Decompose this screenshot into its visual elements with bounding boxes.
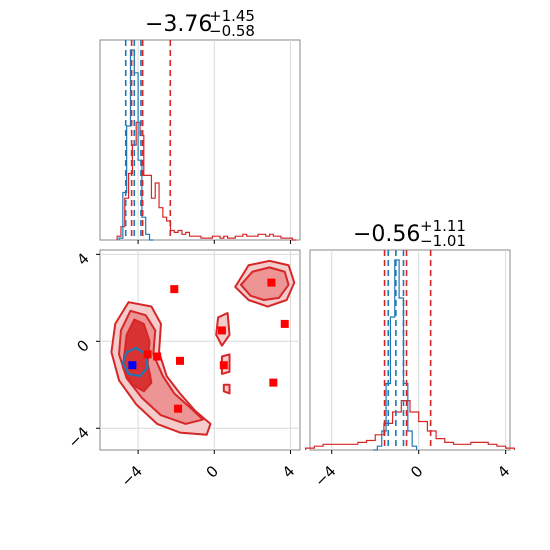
marker-red — [217, 326, 226, 335]
marker-red — [170, 285, 179, 294]
tick-label: 4 — [494, 462, 513, 481]
p2-hist-blue — [373, 259, 418, 451]
marker-red — [267, 278, 276, 287]
hist-red-step — [305, 400, 515, 450]
panel-p2-frame — [309, 249, 511, 451]
p2-quantile-lines — [383, 250, 432, 450]
marker-red — [153, 352, 162, 361]
p2-x-ticks: −4 0 4 — [311, 450, 513, 490]
tick-label: −4 — [64, 423, 92, 451]
joint-contours — [110, 259, 296, 436]
contour-blue — [121, 346, 149, 378]
p2-hist-red — [305, 400, 515, 450]
p1-title-value: −3.76 — [145, 12, 212, 37]
marker-red — [219, 361, 228, 370]
tick-label: 4 — [73, 249, 92, 268]
marker-red — [269, 378, 278, 387]
contour-red — [239, 266, 290, 301]
tick-label: −4 — [311, 462, 339, 490]
p1-title-lower: −0.58 — [209, 22, 255, 40]
tick-label: 0 — [203, 462, 222, 481]
tick-label: −4 — [118, 462, 146, 490]
marker-red — [176, 356, 184, 365]
marker-red — [280, 319, 289, 328]
p2-title-lower: −1.01 — [420, 232, 466, 250]
marker-blue — [128, 361, 137, 370]
tick-label: 0 — [73, 336, 92, 355]
p1-title-upper: +1.45 — [209, 7, 255, 25]
joint-y-ticks: −4 0 4 — [64, 249, 100, 452]
panel-joint: −4 0 4 −4 0 4 — [64, 249, 301, 490]
p2-title-value: −0.56 — [353, 222, 420, 247]
hist-blue-step — [373, 259, 418, 451]
p1-quantile-lines — [124, 40, 172, 240]
p2-title-upper: +1.11 — [420, 217, 466, 235]
marker-red — [174, 404, 183, 413]
tick-label: 4 — [279, 462, 298, 481]
tick-label: 0 — [407, 462, 426, 481]
marker-red — [143, 350, 152, 359]
joint-markers — [128, 278, 289, 413]
contour-red — [222, 383, 231, 395]
joint-x-ticks: −4 0 4 — [118, 450, 298, 490]
panel-p2-marginal: −4 0 4 −0.56 +1.11 −1.01 — [305, 217, 515, 490]
panel-p1-frame — [99, 39, 301, 241]
panel-p1-marginal: −3.76 +1.45 −0.58 — [99, 7, 301, 244]
